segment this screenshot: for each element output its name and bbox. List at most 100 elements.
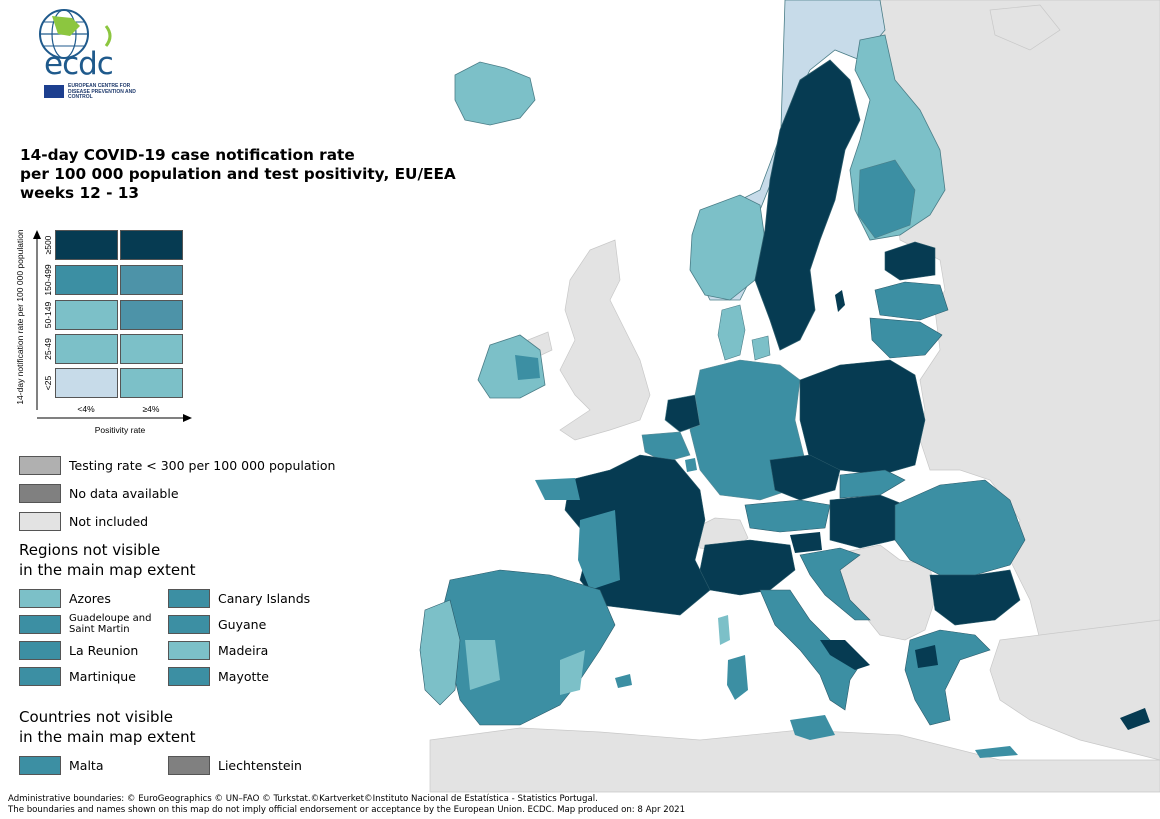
countries-heading-line-1: Countries not visible xyxy=(19,708,173,726)
legend-swatch xyxy=(168,640,210,660)
legend-swatch xyxy=(19,755,61,775)
cyprus xyxy=(1120,708,1150,730)
france-west xyxy=(578,510,620,590)
spain-centre xyxy=(465,640,500,690)
legend-swatch xyxy=(19,588,61,608)
italy xyxy=(759,589,861,711)
sweden xyxy=(754,59,861,351)
legend-axes xyxy=(33,230,192,422)
bulgaria xyxy=(929,569,1021,626)
regions-heading-line-2: in the main map extent xyxy=(19,561,196,579)
legend-no-data: No data available xyxy=(19,483,179,503)
region-item: Martinique xyxy=(19,666,136,686)
sardinia xyxy=(727,655,748,700)
iceland xyxy=(454,61,536,126)
france-brittany xyxy=(535,478,580,500)
hungary xyxy=(829,494,906,549)
cell-r2-c1 xyxy=(120,300,183,330)
globe-icon xyxy=(39,9,112,59)
legend-swatch xyxy=(168,614,210,634)
legend-swatch xyxy=(19,483,61,503)
netherlands xyxy=(664,394,701,433)
row-label-0: ≥500 xyxy=(43,235,53,255)
logo-text: ecdc xyxy=(44,46,114,82)
ireland-east xyxy=(515,355,540,380)
region-label: Madeira xyxy=(218,642,269,658)
italy-puglia xyxy=(820,640,870,670)
legend-swatch xyxy=(168,588,210,608)
czechia xyxy=(769,454,841,501)
country-label: Malta xyxy=(69,757,104,773)
sicily xyxy=(790,715,835,740)
luxembourg xyxy=(685,458,697,472)
region-item: Madeira xyxy=(168,640,268,660)
north-africa xyxy=(429,727,1160,793)
finland-south xyxy=(857,159,916,239)
legend-testing-rate: Testing rate < 300 per 100 000 populatio… xyxy=(19,455,335,475)
regions-heading: Regions not visible in the main map exte… xyxy=(19,540,196,580)
legend-swatch xyxy=(19,455,61,475)
portugal xyxy=(419,599,461,706)
cell-r3-c1 xyxy=(120,334,183,364)
country-label: Liechtenstein xyxy=(218,757,302,773)
legend-not-included: Not included xyxy=(19,511,148,531)
region-item: Canary Islands xyxy=(168,588,310,608)
region-item: Azores xyxy=(19,588,111,608)
row-label-4: <25 xyxy=(43,375,53,391)
region-item: Guyane xyxy=(168,614,266,634)
logo-subtitle: EUROPEAN CENTRE FOR DISEASE PREVENTION A… xyxy=(68,83,136,100)
legend-swatch xyxy=(19,640,61,660)
region-label: Azores xyxy=(69,590,111,606)
x-axis-title: Positivity rate xyxy=(94,425,146,435)
footer-line-2: The boundaries and names shown on this m… xyxy=(8,805,686,815)
legend-swatch xyxy=(19,666,61,686)
belgium xyxy=(641,431,691,463)
spain-east xyxy=(560,650,585,695)
denmark-islands xyxy=(751,335,771,361)
italy-north xyxy=(699,539,796,596)
countries-heading-line-2: in the main map extent xyxy=(19,728,196,746)
greece-north xyxy=(915,645,938,668)
corsica xyxy=(718,615,730,645)
region-item: Mayotte xyxy=(168,666,269,686)
eu-flag-icon xyxy=(44,85,64,98)
austria xyxy=(744,499,831,533)
footer-line-1: Administrative boundaries: © EuroGeograp… xyxy=(8,794,598,804)
denmark xyxy=(717,304,746,361)
slovenia xyxy=(790,532,822,553)
map-title: 14-day COVID-19 case notification rate p… xyxy=(20,146,456,203)
cell-r1-c0 xyxy=(55,265,118,295)
countries-heading: Countries not visible in the main map ex… xyxy=(19,707,196,747)
cell-r0-c0 xyxy=(55,230,118,260)
legend-swatch xyxy=(19,614,61,634)
legend-swatch xyxy=(168,755,210,775)
country-item: Malta xyxy=(19,755,103,775)
crete xyxy=(975,746,1018,758)
non-included-land xyxy=(429,0,1160,793)
region-label: La Reunion xyxy=(69,642,139,658)
cell-r3-c0 xyxy=(55,334,118,364)
region-label: Canary Islands xyxy=(218,590,311,606)
estonia xyxy=(884,241,936,281)
poland xyxy=(799,359,926,476)
greece xyxy=(904,629,991,726)
region-label: Martinique xyxy=(69,668,136,684)
legend-label: No data available xyxy=(69,485,179,501)
cell-r2-c0 xyxy=(55,300,118,330)
legend-swatch xyxy=(168,666,210,686)
title-line-3: weeks 12 - 13 xyxy=(20,184,140,202)
region-item: Guadeloupe and Saint Martin xyxy=(19,613,169,635)
balearic xyxy=(615,674,632,688)
cell-r4-c1 xyxy=(120,368,183,398)
cell-r4-c0 xyxy=(55,368,118,398)
norway-south xyxy=(689,194,766,301)
footer: Administrative boundaries: © EuroGeograp… xyxy=(8,794,685,816)
croatia xyxy=(799,547,871,621)
region-label: Guyane xyxy=(218,616,267,632)
regions-heading-line-1: Regions not visible xyxy=(19,541,161,559)
romania xyxy=(894,479,1026,576)
turkey-region xyxy=(989,619,1160,761)
title-line-1: 14-day COVID-19 case notification rate xyxy=(20,146,355,164)
faroe-svalbard xyxy=(989,4,1061,51)
